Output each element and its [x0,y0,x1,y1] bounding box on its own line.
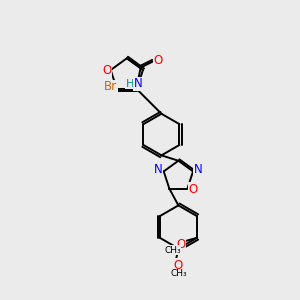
Text: N: N [134,77,143,90]
Text: O: O [188,183,197,196]
Text: O: O [102,64,112,76]
Text: H: H [126,79,134,89]
Text: N: N [194,163,203,176]
Text: CH₃: CH₃ [164,246,181,255]
Text: N: N [154,163,163,176]
Text: O: O [174,259,183,272]
Text: CH₃: CH₃ [170,269,187,278]
Text: O: O [154,54,163,67]
Text: Br: Br [104,80,117,93]
Text: O: O [176,238,185,251]
